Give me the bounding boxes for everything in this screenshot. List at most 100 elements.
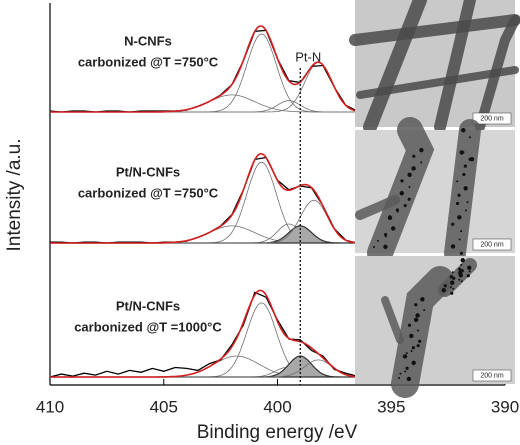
tem-fiber (356, 66, 519, 99)
tem-particle (411, 346, 415, 350)
fit-component (50, 161, 358, 244)
tem-particle (441, 288, 446, 293)
tem-particle (468, 136, 471, 139)
tem-particle (451, 271, 454, 274)
tem-particle (449, 275, 453, 279)
tem-particle (450, 291, 454, 295)
tem-particle (415, 313, 420, 318)
x-tick-label: 400 (263, 397, 291, 416)
tem-particle (420, 297, 425, 302)
tem-particle (460, 269, 464, 273)
panel-label: carbonized @T =750°C (78, 54, 219, 69)
tem-particle (456, 180, 459, 183)
scale-bar-box (472, 238, 512, 251)
tem-particle (377, 239, 379, 242)
tem-particle (403, 203, 407, 208)
fit-component (50, 100, 358, 113)
scale-bar-label: 200 nm (480, 241, 504, 248)
tem-particle (418, 339, 422, 343)
tem-particle (459, 150, 464, 155)
tem-particle (458, 273, 463, 278)
tem-fiber (475, 15, 520, 132)
tem-particle (464, 209, 467, 212)
tem-particle (387, 215, 393, 220)
fit-envelope (50, 25, 358, 113)
tem-fiber (438, 258, 477, 297)
tem-particle (409, 333, 414, 339)
tem-particle (458, 278, 461, 281)
tem-particle (458, 238, 461, 241)
tem-fiber (363, 0, 427, 134)
scale-bar-label: 200 nm (480, 115, 504, 122)
scale-bar-box (472, 369, 512, 382)
annotation-text: Pt-N (295, 49, 321, 64)
tem-particle (450, 280, 455, 285)
panel-label: N-CNFs (124, 33, 172, 48)
tem-particle (468, 270, 471, 273)
tem-particle (395, 208, 399, 212)
tem-particle (411, 360, 416, 366)
tem-particle (460, 280, 463, 283)
fit-component (50, 33, 358, 113)
tem-particle (457, 215, 462, 220)
tem-particle (399, 372, 402, 375)
tem-particle (419, 147, 424, 153)
tem-particle (455, 201, 460, 206)
scale-bar-label: 200 nm (480, 372, 504, 379)
scale-bar-box (472, 112, 512, 125)
tem-particle (391, 226, 396, 231)
tem-particle (463, 164, 467, 168)
tem-particle (466, 201, 469, 204)
x-tick-label: 410 (36, 397, 64, 416)
tem-particle (398, 377, 400, 379)
x-tick-label: 405 (150, 397, 178, 416)
tem-particle (460, 230, 463, 233)
tem-particle (467, 265, 472, 270)
tem-particle (407, 323, 412, 327)
tem-particle (459, 251, 464, 255)
tem-particle (466, 274, 470, 278)
x-axis-label: Binding energy /eV (197, 422, 358, 443)
tem-particle (469, 157, 475, 162)
panel-label: carbonized @T =750°C (78, 185, 219, 200)
tem-particle (405, 366, 409, 370)
panel-label: carbonized @T =1000°C (74, 319, 222, 334)
tem-particle (413, 317, 419, 323)
tem-particle (383, 244, 388, 250)
tem-particle (404, 370, 407, 373)
tem-particle (411, 166, 416, 171)
tem-particle (449, 286, 452, 289)
tem-fiber (444, 119, 481, 264)
panel-label: Pt/N-CNFs (116, 298, 180, 313)
measured-spectrum (49, 29, 358, 113)
tem-particle (400, 179, 404, 183)
tem-particle (407, 197, 411, 201)
tem-fiber (355, 195, 400, 220)
tem-particle (416, 344, 420, 348)
tem-fiber (391, 266, 454, 398)
tem-particle (458, 267, 462, 271)
tem-particle (414, 303, 418, 307)
tem-particle (420, 161, 423, 164)
y-axis-label: Intensity /a.u. (4, 138, 25, 251)
tem-particle (443, 284, 447, 288)
tem-particle (407, 172, 412, 177)
tem-particle (460, 258, 465, 263)
tem-particle (408, 186, 411, 189)
fit-envelope (50, 289, 358, 378)
tem-particle (406, 376, 412, 382)
tem-particle (373, 246, 375, 248)
panel-label: Pt/N-CNFs (116, 164, 180, 179)
tem-particle (450, 244, 456, 249)
tem-particle (462, 151, 465, 154)
tem-particle (410, 350, 413, 353)
tem-particle (452, 287, 455, 290)
tem-particle (452, 276, 456, 280)
measured-spectrum (49, 291, 358, 378)
fit-envelope (50, 153, 358, 244)
tem-particle (412, 154, 416, 158)
tem-particle (416, 329, 419, 332)
tem-fiber (434, 0, 476, 133)
tem-particle (460, 263, 463, 266)
